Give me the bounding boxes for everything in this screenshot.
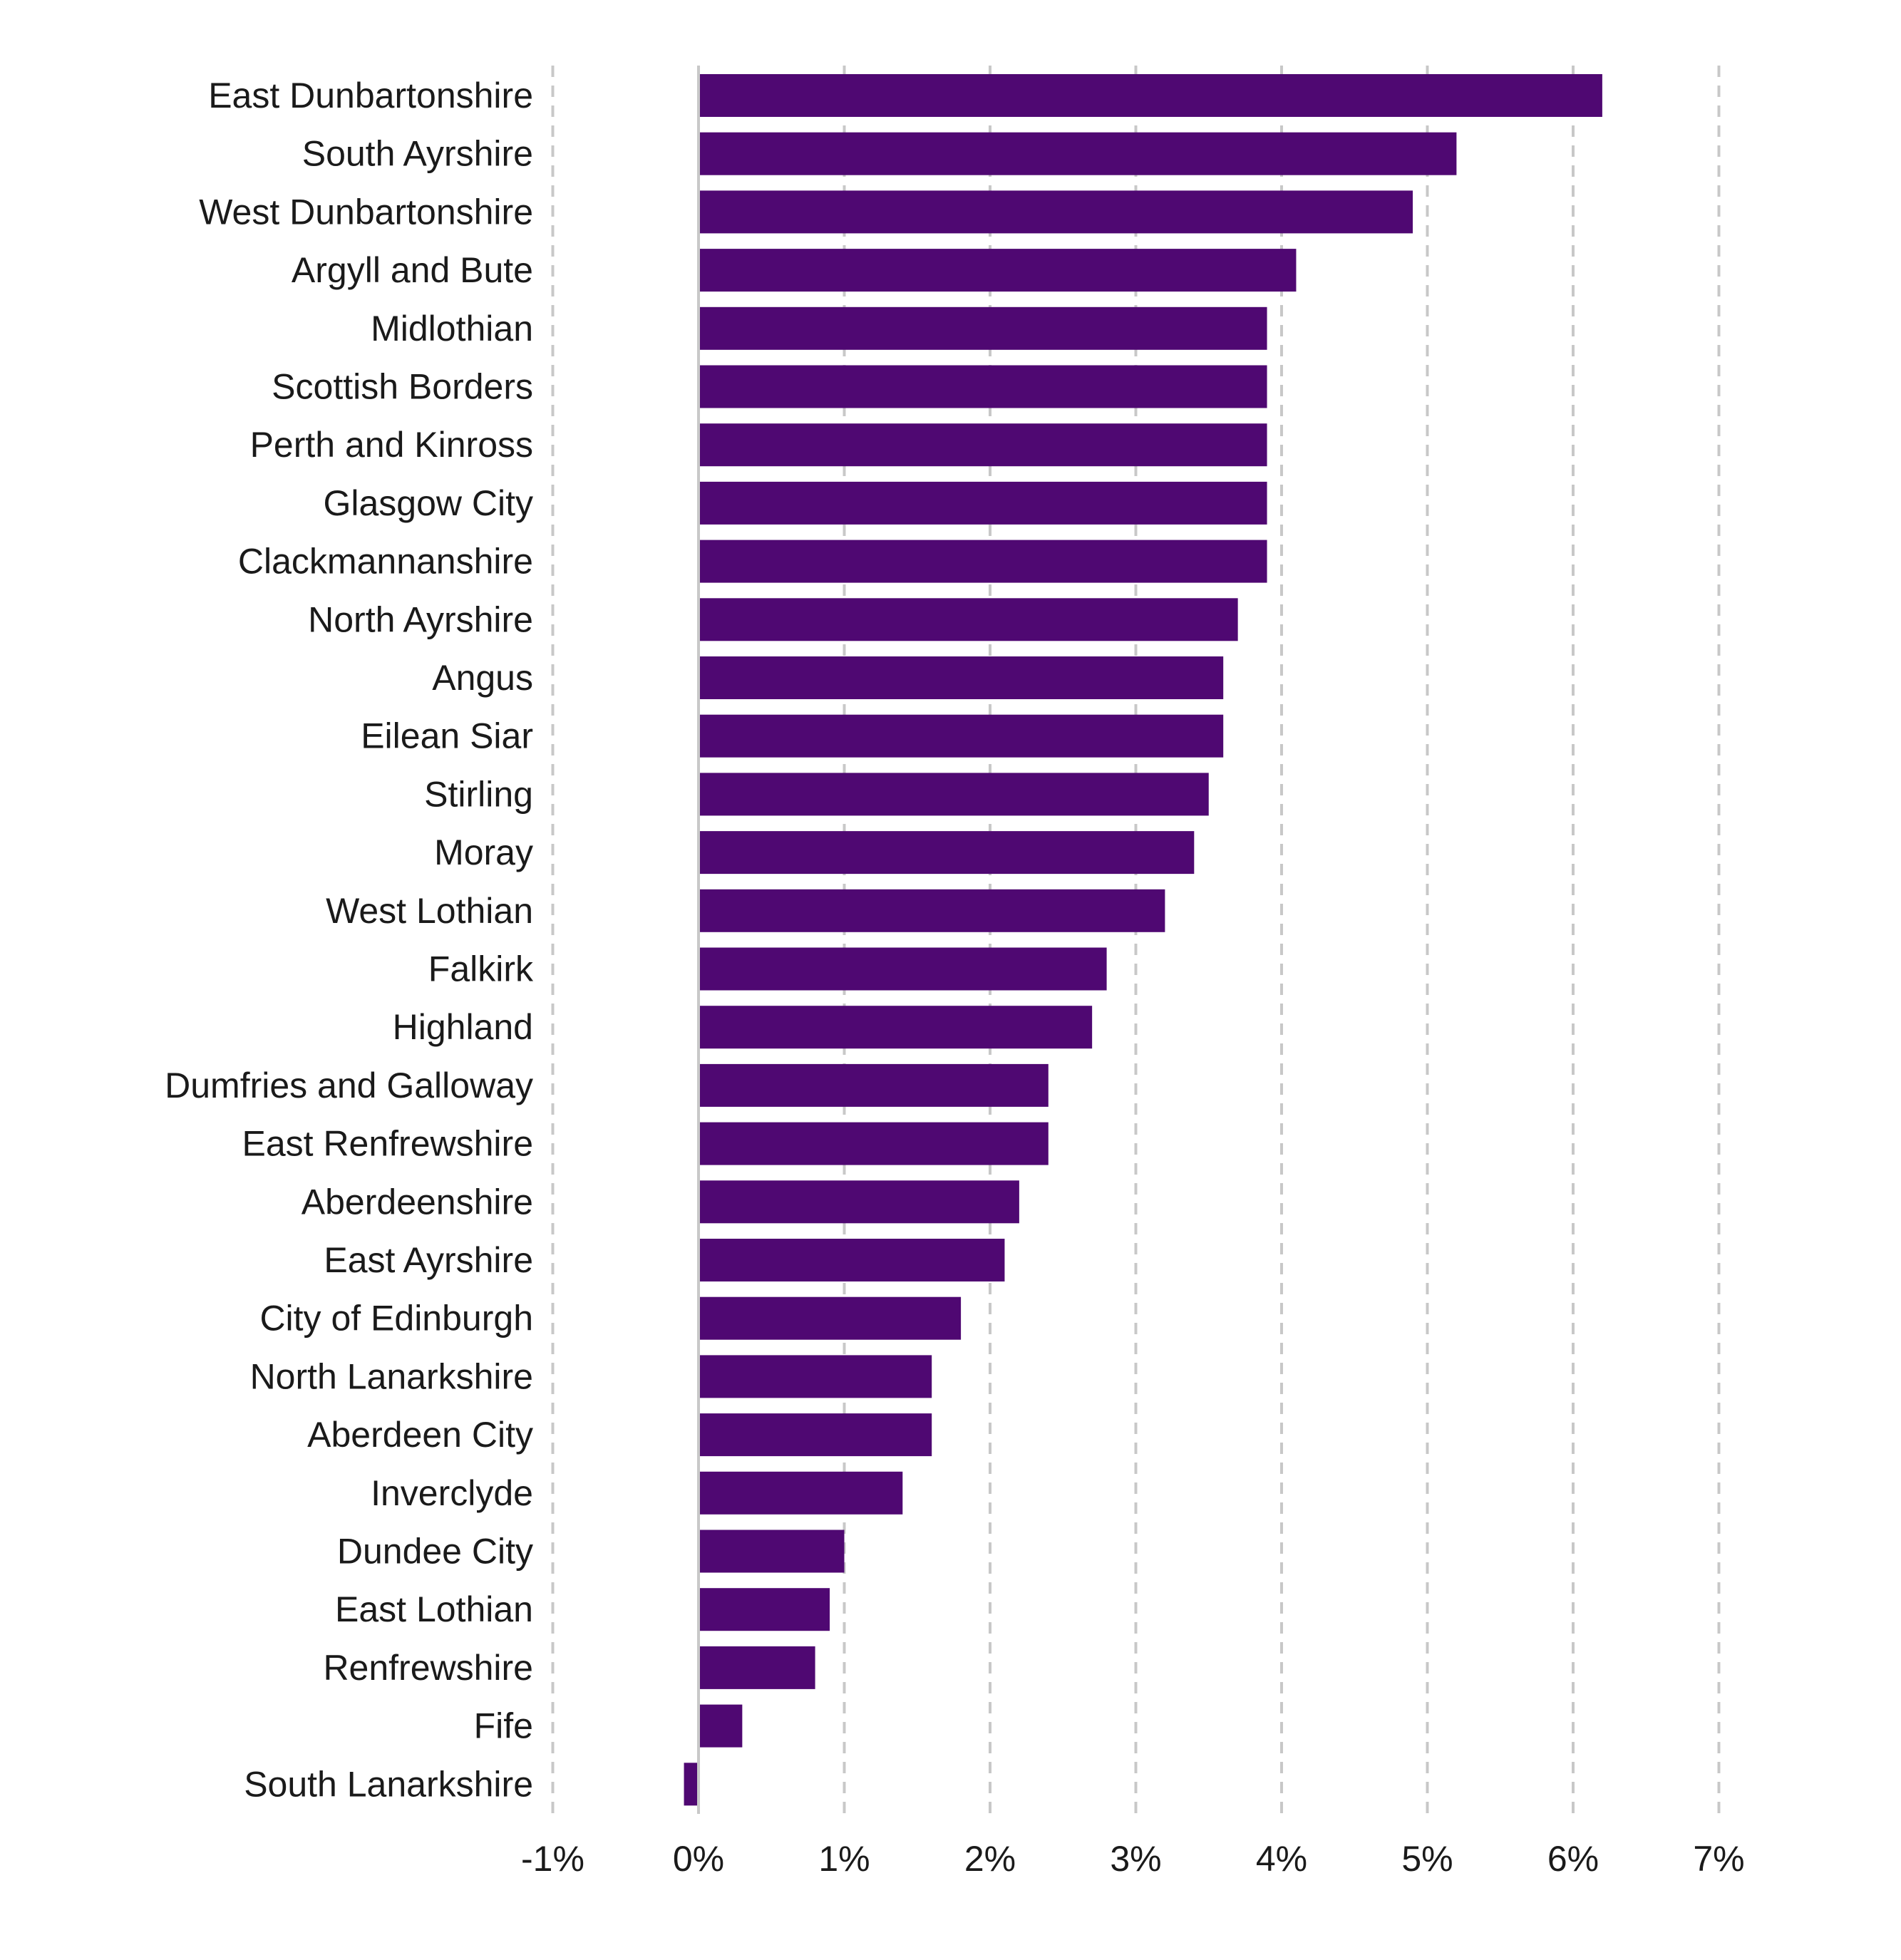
bar xyxy=(699,481,1267,525)
bar xyxy=(699,1355,932,1398)
category-label: Perth and Kinross xyxy=(250,425,533,465)
bar xyxy=(699,306,1267,350)
category-label: Glasgow City xyxy=(323,483,533,523)
category-label: East Renfrewshire xyxy=(242,1124,534,1164)
category-label: Aberdeen City xyxy=(307,1415,533,1455)
x-tick-label: 4% xyxy=(1256,1839,1307,1879)
x-tick-label: 2% xyxy=(964,1839,1016,1879)
category-label: Falkirk xyxy=(428,949,534,989)
category-label: East Ayrshire xyxy=(324,1240,533,1280)
category-label: West Dunbartonshire xyxy=(199,192,533,232)
category-label: Dundee City xyxy=(337,1532,533,1572)
bar xyxy=(699,1413,932,1457)
category-label: East Lothian xyxy=(335,1589,533,1629)
bar xyxy=(699,1006,1093,1049)
bar xyxy=(699,1180,1019,1224)
bar xyxy=(699,889,1165,932)
bar xyxy=(699,947,1107,991)
category-label: North Ayrshire xyxy=(308,599,533,639)
category-label: Inverclyde xyxy=(371,1473,533,1513)
category-label: Angus xyxy=(432,658,533,698)
category-label: Highland xyxy=(393,1007,533,1047)
category-labels: East Dunbartonshire South Ayrshire West Du… xyxy=(165,76,534,1804)
category-label: South Ayrshire xyxy=(302,134,533,174)
category-label: Renfrewshire xyxy=(323,1648,533,1688)
bar xyxy=(699,1704,743,1748)
bar xyxy=(699,1646,815,1689)
category-label: North Lanarkshire xyxy=(250,1356,533,1396)
category-label: Midlothian xyxy=(371,309,533,349)
bar xyxy=(699,365,1267,408)
bar xyxy=(699,249,1297,292)
gridlines xyxy=(551,66,1721,1814)
category-label: Moray xyxy=(434,832,533,872)
x-tick-label: 3% xyxy=(1110,1839,1161,1879)
x-tick-labels: -1% 0% 1% 2% 3% 4% 5% 6% 7% xyxy=(521,1839,1745,1879)
x-tick-label: 6% xyxy=(1547,1839,1599,1879)
bar xyxy=(699,1063,1049,1107)
x-tick-label: -1% xyxy=(521,1839,584,1879)
bar xyxy=(684,1763,699,1806)
x-tick-label: 7% xyxy=(1693,1839,1744,1879)
category-label: Dumfries and Galloway xyxy=(165,1066,533,1105)
bar xyxy=(699,656,1224,699)
bar xyxy=(699,598,1238,641)
bar xyxy=(699,1588,830,1631)
bar xyxy=(699,540,1267,583)
category-label: Stirling xyxy=(424,774,533,814)
category-label: Fife xyxy=(474,1706,533,1746)
bar xyxy=(699,132,1457,175)
bar xyxy=(699,74,1602,117)
bar xyxy=(699,423,1267,467)
category-label: South Lanarkshire xyxy=(244,1764,533,1804)
bar xyxy=(699,1471,903,1515)
bars xyxy=(684,74,1602,1806)
category-label: East Dunbartonshire xyxy=(208,76,533,115)
category-label: Argyll and Bute xyxy=(292,250,533,290)
category-label: Scottish Borders xyxy=(272,367,533,407)
x-tick-label: 0% xyxy=(673,1839,724,1879)
x-tick-label: 1% xyxy=(818,1839,870,1879)
bar xyxy=(699,773,1209,816)
bar xyxy=(699,190,1413,234)
category-label: Eilean Siar xyxy=(361,716,533,756)
category-label: Clackmannanshire xyxy=(238,542,533,582)
x-tick-label: 5% xyxy=(1401,1839,1453,1879)
bar xyxy=(699,1530,845,1573)
category-label: City of Edinburgh xyxy=(259,1299,533,1339)
category-label: Aberdeenshire xyxy=(302,1182,533,1222)
category-label: West Lothian xyxy=(326,891,533,931)
bar xyxy=(699,1296,962,1340)
bar xyxy=(699,831,1195,875)
bar xyxy=(699,1122,1049,1165)
bar xyxy=(699,1239,1005,1281)
bar xyxy=(699,714,1224,758)
